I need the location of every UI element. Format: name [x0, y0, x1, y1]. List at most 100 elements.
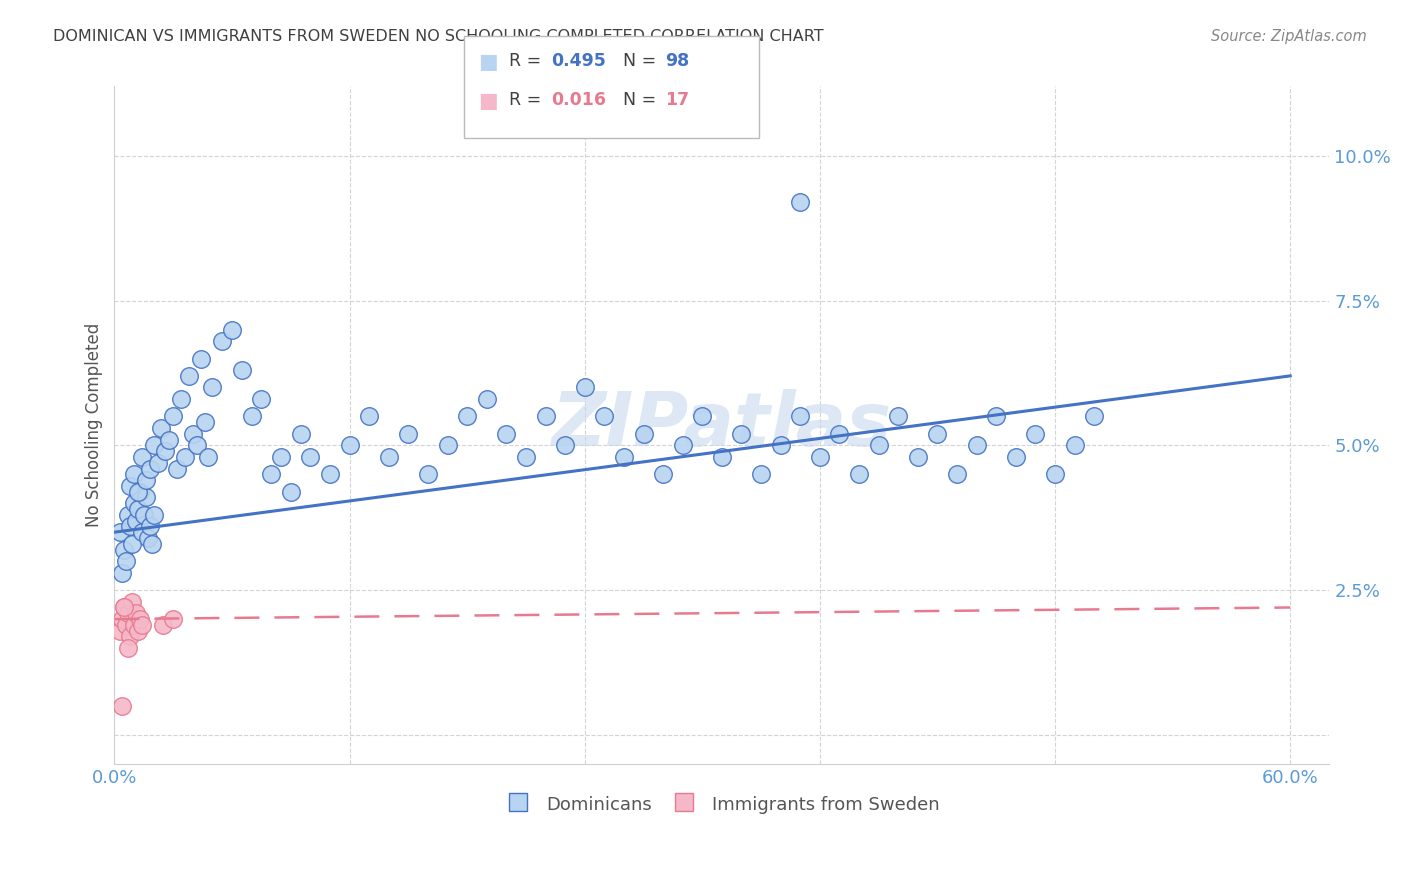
Text: ZIPatlas: ZIPatlas: [553, 389, 891, 461]
Text: 98: 98: [665, 52, 689, 70]
Point: [613, 450, 636, 464]
Point: [142, 438, 165, 452]
Point: [749, 467, 772, 482]
Point: [132, 508, 155, 522]
Point: [128, 612, 150, 626]
Point: [162, 612, 184, 626]
Point: [633, 426, 655, 441]
Point: [672, 438, 695, 452]
Point: [127, 502, 149, 516]
Point: [868, 438, 890, 452]
Point: [146, 456, 169, 470]
Point: [125, 607, 148, 621]
Point: [131, 618, 153, 632]
Point: [907, 450, 929, 464]
Point: [157, 433, 180, 447]
Point: [416, 467, 439, 482]
Point: [231, 363, 253, 377]
Point: [887, 409, 910, 424]
Point: [534, 409, 557, 424]
Point: [456, 409, 478, 424]
Point: [270, 450, 292, 464]
Point: [135, 473, 157, 487]
Point: [120, 479, 142, 493]
Point: [128, 484, 150, 499]
Point: [162, 409, 184, 424]
Point: [319, 467, 342, 482]
Point: [117, 640, 139, 655]
Point: [141, 537, 163, 551]
Point: [125, 514, 148, 528]
Point: [986, 409, 1008, 424]
Point: [1063, 438, 1085, 452]
Point: [652, 467, 675, 482]
Point: [193, 415, 215, 429]
Point: [769, 438, 792, 452]
Point: [170, 392, 193, 406]
Text: ■: ■: [478, 91, 498, 111]
Point: [927, 426, 949, 441]
Y-axis label: No Schooling Completed: No Schooling Completed: [86, 323, 103, 527]
Point: [122, 496, 145, 510]
Text: N =: N =: [612, 52, 661, 70]
Point: [121, 537, 143, 551]
Point: [110, 525, 132, 540]
Point: [1005, 450, 1028, 464]
Point: [138, 519, 160, 533]
Point: [111, 698, 134, 713]
Point: [117, 607, 139, 621]
Point: [378, 450, 401, 464]
Point: [240, 409, 263, 424]
Point: [515, 450, 537, 464]
Text: Source: ZipAtlas.com: Source: ZipAtlas.com: [1211, 29, 1367, 44]
Point: [186, 438, 208, 452]
Point: [117, 508, 139, 522]
Point: [1043, 467, 1066, 482]
Point: [1083, 409, 1105, 424]
Point: [127, 484, 149, 499]
Point: [359, 409, 381, 424]
Point: [120, 629, 142, 643]
Point: [574, 380, 596, 394]
Text: 0.495: 0.495: [551, 52, 606, 70]
Point: [131, 450, 153, 464]
Point: [789, 195, 811, 210]
Point: [197, 450, 219, 464]
Point: [135, 491, 157, 505]
Point: [221, 322, 243, 336]
Point: [115, 554, 138, 568]
Point: [131, 525, 153, 540]
Point: [190, 351, 212, 366]
Point: [121, 595, 143, 609]
Point: [339, 438, 361, 452]
Point: [166, 461, 188, 475]
Text: ■: ■: [478, 52, 498, 71]
Point: [280, 484, 302, 499]
Text: 0.016: 0.016: [551, 91, 606, 109]
Point: [174, 450, 197, 464]
Point: [789, 409, 811, 424]
Point: [111, 566, 134, 580]
Point: [554, 438, 576, 452]
Point: [495, 426, 517, 441]
Point: [138, 461, 160, 475]
Text: R =: R =: [509, 91, 547, 109]
Point: [150, 421, 173, 435]
Point: [848, 467, 870, 482]
Point: [181, 426, 204, 441]
Point: [299, 450, 322, 464]
Point: [250, 392, 273, 406]
Point: [112, 542, 135, 557]
Point: [593, 409, 616, 424]
Point: [946, 467, 969, 482]
Point: [111, 612, 134, 626]
Legend: Dominicans, Immigrants from Sweden: Dominicans, Immigrants from Sweden: [498, 786, 946, 822]
Point: [710, 450, 733, 464]
Text: N =: N =: [612, 91, 661, 109]
Point: [475, 392, 498, 406]
Text: R =: R =: [509, 52, 547, 70]
Point: [110, 624, 132, 638]
Point: [436, 438, 458, 452]
Point: [177, 368, 200, 383]
Point: [115, 618, 138, 632]
